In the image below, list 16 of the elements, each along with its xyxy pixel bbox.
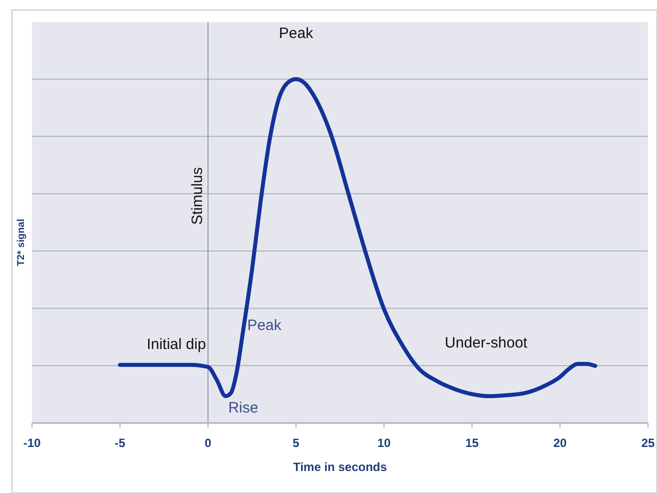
x-tick-label: -5 (114, 436, 126, 450)
y-axis-title: T2* signal (16, 218, 27, 266)
x-axis-title: Time in seconds (293, 460, 388, 474)
x-tick-label: 15 (465, 436, 479, 450)
x-tick-label: 20 (553, 436, 567, 450)
x-tick-label: 0 (204, 436, 212, 450)
x-tick-label: -10 (23, 436, 41, 450)
text: Peak (278, 24, 314, 42)
annotation: Initial dip (146, 336, 206, 354)
annotation: Peak (247, 317, 282, 334)
ref-line-label: Stimulus (189, 167, 206, 225)
x-tick-label: 10 (377, 436, 391, 450)
x-tick-label: 25 (641, 436, 655, 450)
x-tick-label: 5 (292, 436, 300, 450)
annotation: Under-shoot (444, 334, 528, 352)
annotation: Rise (228, 400, 258, 417)
